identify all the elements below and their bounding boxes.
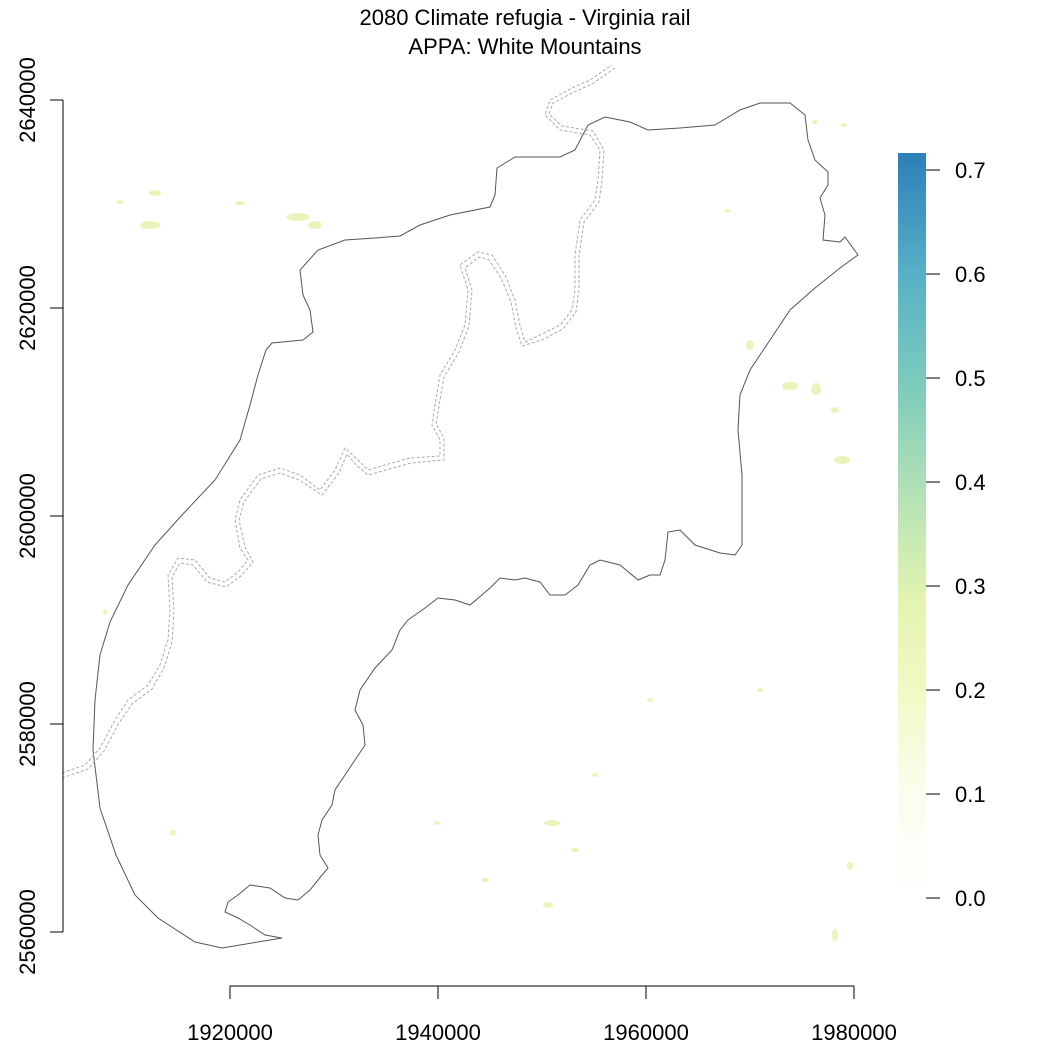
legend-ticks: [926, 169, 940, 899]
map-title: 2080 Climate refugia - Virginia rail: [359, 5, 691, 30]
legend-label: 0.5: [955, 366, 986, 391]
map-subtitle: APPA: White Mountains: [408, 34, 642, 59]
y-tick-label: 2560000: [15, 889, 40, 975]
legend-colorbar: [898, 153, 926, 898]
legend-label: 0.2: [955, 678, 986, 703]
y-tick-label: 2620000: [15, 265, 40, 351]
y-tick-label: 2580000: [15, 681, 40, 767]
x-tick-label: 1960000: [603, 1020, 689, 1045]
y-tick-label: 2640000: [15, 57, 40, 143]
region-boundary: [92, 102, 859, 949]
x-tick-label: 1980000: [811, 1020, 897, 1045]
trail-corridor: [61, 64, 616, 779]
legend-label: 0.6: [955, 262, 986, 287]
legend-label: 0.1: [955, 782, 986, 807]
x-tick-label: 1940000: [395, 1020, 481, 1045]
legend-label: 0.4: [955, 470, 986, 495]
legend-label: 0.3: [955, 574, 986, 599]
x-tick-label: 1920000: [187, 1020, 273, 1045]
legend-label: 0.0: [955, 886, 986, 911]
x-axis: [229, 985, 855, 999]
legend-label: 0.7: [955, 158, 986, 183]
y-axis: [50, 99, 64, 933]
y-tick-label: 2600000: [15, 473, 40, 559]
raster-speckles: [103, 120, 853, 941]
